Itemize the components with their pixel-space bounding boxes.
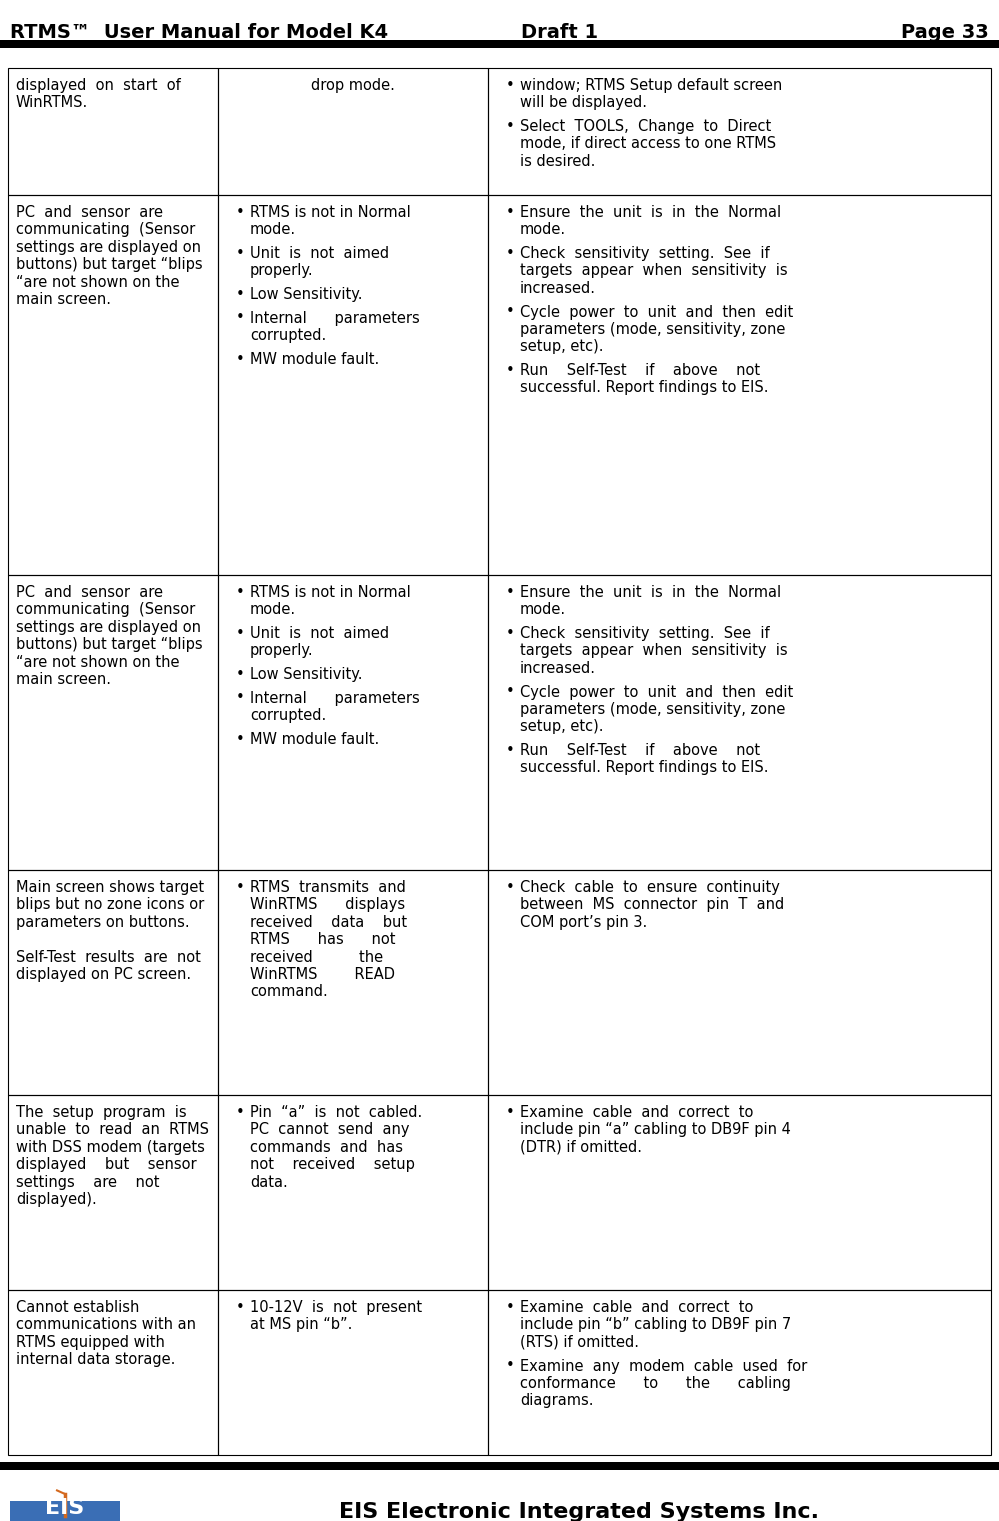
Text: The  setup  program  is
unable  to  read  an  RTMS
with DSS modem (targets
displ: The setup program is unable to read an R… — [16, 1104, 209, 1208]
Text: •: • — [236, 732, 245, 747]
Text: •: • — [505, 205, 514, 221]
Text: Pin  “a”  is  not  cabled.
PC  cannot  send  any
commands  and  has
not    recei: Pin “a” is not cabled. PC cannot send an… — [250, 1104, 423, 1189]
Bar — [488, 1290, 991, 1456]
Text: •: • — [505, 586, 514, 599]
Text: •: • — [236, 668, 245, 681]
Text: •: • — [505, 78, 514, 93]
Text: •: • — [236, 586, 245, 599]
Bar — [488, 68, 991, 195]
Text: •: • — [236, 691, 245, 706]
Text: MW module fault.: MW module fault. — [250, 351, 380, 367]
Text: Cycle  power  to  unit  and  then  edit
parameters (mode, sensitivity, zone
setu: Cycle power to unit and then edit parame… — [520, 684, 793, 735]
Bar — [488, 575, 991, 870]
Text: Ensure  the  unit  is  in  the  Normal
mode.: Ensure the unit is in the Normal mode. — [520, 205, 781, 237]
Text: Run    Self-Test    if    above    not
successful. Report findings to EIS.: Run Self-Test if above not successful. R… — [520, 742, 768, 776]
Text: RTMS  transmits  and
WinRTMS      displays
received    data    but
RTMS      has: RTMS transmits and WinRTMS displays rece… — [250, 881, 408, 999]
Bar — [8, 575, 218, 870]
Text: •: • — [505, 364, 514, 379]
Text: •: • — [505, 304, 514, 319]
Text: MW module fault.: MW module fault. — [250, 732, 380, 747]
Text: •: • — [505, 742, 514, 757]
Text: Page 33: Page 33 — [901, 23, 989, 41]
Text: Internal      parameters
corrupted.: Internal parameters corrupted. — [250, 310, 420, 342]
Bar — [218, 1095, 488, 1290]
Text: •: • — [236, 627, 245, 640]
Text: Main screen shows target
blips but no zone icons or
parameters on buttons.

Self: Main screen shows target blips but no zo… — [16, 881, 204, 983]
Bar — [8, 68, 218, 195]
Text: •: • — [236, 351, 245, 367]
Text: PC  and  sensor  are
communicating  (Sensor
settings are displayed on
buttons) b: PC and sensor are communicating (Sensor … — [16, 586, 203, 687]
Bar — [10, 1501, 120, 1521]
Text: •: • — [236, 1300, 245, 1316]
Text: EIS: EIS — [45, 1498, 85, 1518]
Bar — [218, 575, 488, 870]
Bar — [488, 195, 991, 575]
Text: Check  sensitivity  setting.  See  if
targets  appear  when  sensitivity  is
inc: Check sensitivity setting. See if target… — [520, 246, 787, 295]
Text: •: • — [505, 119, 514, 134]
Bar — [218, 195, 488, 575]
Text: •: • — [505, 881, 514, 894]
Text: Select  TOOLS,  Change  to  Direct
mode, if direct access to one RTMS
is desired: Select TOOLS, Change to Direct mode, if … — [520, 119, 776, 169]
Bar — [8, 870, 218, 1095]
Text: displayed  on  start  of
WinRTMS.: displayed on start of WinRTMS. — [16, 78, 181, 111]
Bar — [8, 1095, 218, 1290]
Text: Check  cable  to  ensure  continuity
between  MS  connector  pin  T  and
COM por: Check cable to ensure continuity between… — [520, 881, 784, 929]
Text: •: • — [236, 205, 245, 221]
Text: Cannot establish
communications with an
RTMS equipped with
internal data storage: Cannot establish communications with an … — [16, 1300, 196, 1367]
Bar — [0, 1462, 999, 1469]
Bar — [8, 1290, 218, 1456]
Text: •: • — [236, 1104, 245, 1119]
Bar — [218, 1290, 488, 1456]
Text: •: • — [505, 1358, 514, 1373]
Text: Examine  cable  and  correct  to
include pin “b” cabling to DB9F pin 7
(RTS) if : Examine cable and correct to include pin… — [520, 1300, 791, 1349]
Text: Run    Self-Test    if    above    not
successful. Report findings to EIS.: Run Self-Test if above not successful. R… — [520, 364, 768, 395]
Text: •: • — [505, 246, 514, 262]
Text: Cycle  power  to  unit  and  then  edit
parameters (mode, sensitivity, zone
setu: Cycle power to unit and then edit parame… — [520, 304, 793, 354]
Text: RTMS is not in Normal
mode.: RTMS is not in Normal mode. — [250, 205, 411, 237]
Text: Ensure  the  unit  is  in  the  Normal
mode.: Ensure the unit is in the Normal mode. — [520, 586, 781, 618]
Text: PC  and  sensor  are
communicating  (Sensor
settings are displayed on
buttons) b: PC and sensor are communicating (Sensor … — [16, 205, 203, 307]
Text: Examine  cable  and  correct  to
include pin “a” cabling to DB9F pin 4
(DTR) if : Examine cable and correct to include pin… — [520, 1104, 791, 1154]
Text: •: • — [236, 881, 245, 894]
Text: 10-12V  is  not  present
at MS pin “b”.: 10-12V is not present at MS pin “b”. — [250, 1300, 423, 1332]
Text: •: • — [236, 310, 245, 325]
Text: •: • — [236, 287, 245, 303]
Text: window; RTMS Setup default screen
will be displayed.: window; RTMS Setup default screen will b… — [520, 78, 782, 111]
Text: RTMS is not in Normal
mode.: RTMS is not in Normal mode. — [250, 586, 411, 618]
Text: Low Sensitivity.: Low Sensitivity. — [250, 287, 363, 303]
Text: Internal      parameters
corrupted.: Internal parameters corrupted. — [250, 691, 420, 722]
Text: Draft 1: Draft 1 — [520, 23, 598, 41]
Text: •: • — [505, 1104, 514, 1119]
Bar — [218, 68, 488, 195]
Text: Low Sensitivity.: Low Sensitivity. — [250, 668, 363, 681]
Text: drop mode.: drop mode. — [311, 78, 395, 93]
Bar — [8, 195, 218, 575]
Text: Unit  is  not  aimed
properly.: Unit is not aimed properly. — [250, 627, 390, 659]
Text: Examine  any  modem  cable  used  for
conformance      to      the      cabling
: Examine any modem cable used for conform… — [520, 1358, 807, 1408]
Text: •: • — [505, 1300, 514, 1316]
Text: EIS Electronic Integrated Systems Inc.: EIS Electronic Integrated Systems Inc. — [340, 1503, 819, 1521]
Text: •: • — [505, 684, 514, 700]
Bar — [218, 870, 488, 1095]
Text: •: • — [505, 627, 514, 640]
Bar — [488, 1095, 991, 1290]
Text: •: • — [236, 246, 245, 262]
Text: RTMS™  User Manual for Model K4: RTMS™ User Manual for Model K4 — [10, 23, 389, 41]
Bar — [0, 40, 999, 49]
Text: Check  sensitivity  setting.  See  if
targets  appear  when  sensitivity  is
inc: Check sensitivity setting. See if target… — [520, 627, 787, 675]
Bar — [488, 870, 991, 1095]
Text: Unit  is  not  aimed
properly.: Unit is not aimed properly. — [250, 246, 390, 278]
